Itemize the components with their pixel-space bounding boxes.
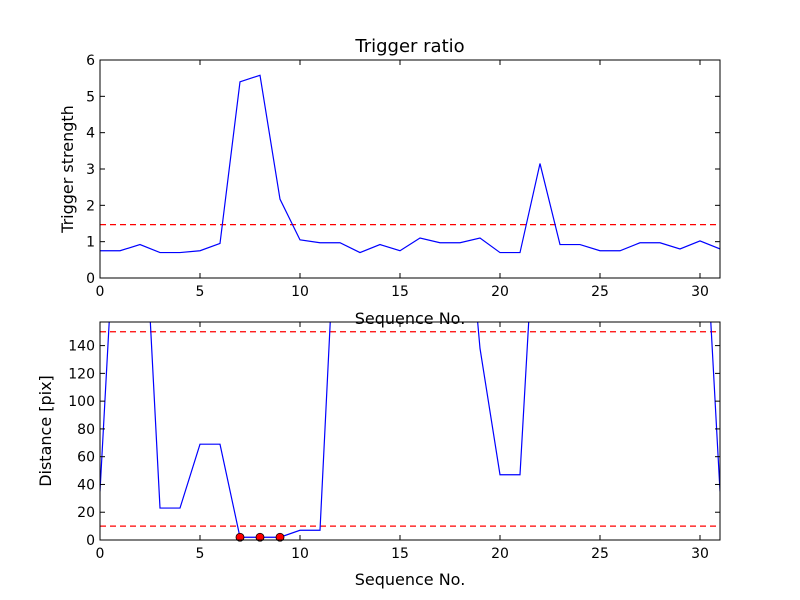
bottom-x-tick-label-0: 0 <box>96 546 105 562</box>
bottom-marker-2 <box>275 532 285 542</box>
bottom-marker-1 <box>255 532 265 542</box>
top-x-tick-label-30: 30 <box>691 284 709 300</box>
top-y-tick-label-0: 0 <box>86 271 95 287</box>
bottom-panel: Distance [pix] Sequence No. 0 5 10 15 20 25 30… <box>36 321 721 589</box>
bottom-plot-area: 0 5 10 15 20 25 30 0 20 40 60 80 100 120 140 <box>68 321 721 562</box>
top-x-axis-label: Sequence No. <box>355 309 466 328</box>
top-frame <box>99 59 721 279</box>
top-x-tick-label-25: 25 <box>591 284 609 300</box>
bottom-y-tick-label-100: 100 <box>68 394 95 410</box>
top-x-tick-label-10: 10 <box>291 284 309 300</box>
bottom-x-tick-label-25: 25 <box>591 546 609 562</box>
top-y-axis-label: Trigger strength <box>58 105 77 234</box>
top-x-tick-label-0: 0 <box>96 284 105 300</box>
bottom-series-line-0 <box>100 322 720 538</box>
top-x-tick-label-5: 5 <box>196 284 205 300</box>
bottom-y-tick-label-60: 60 <box>77 450 95 466</box>
bottom-y-tick-label-120: 120 <box>68 366 95 382</box>
bottom-x-tick-label-30: 30 <box>691 546 709 562</box>
top-series-line-0 <box>100 74 720 254</box>
bottom-y-tick-label-20: 20 <box>77 505 95 521</box>
bottom-x-axis-label: Sequence No. <box>355 570 466 589</box>
top-plot-area: 0 5 10 15 20 25 30 0 1 2 3 4 5 6 <box>86 53 721 300</box>
top-y-tick-label-3: 3 <box>86 162 95 178</box>
bottom-x-tick-label-5: 5 <box>196 546 205 562</box>
bottom-frame <box>99 321 721 541</box>
bottom-y-tick-label-80: 80 <box>77 422 95 438</box>
bottom-x-tick-label-15: 15 <box>391 546 409 562</box>
bottom-marker-0 <box>235 532 245 542</box>
top-x-tick-label-15: 15 <box>391 284 409 300</box>
top-y-tick-label-6: 6 <box>86 53 95 69</box>
bottom-y-tick-label-140: 140 <box>68 339 95 355</box>
top-y-tick-label-4: 4 <box>86 126 95 142</box>
bottom-x-tick-label-10: 10 <box>291 546 309 562</box>
bottom-y-axis-label: Distance [pix] <box>36 375 55 487</box>
bottom-y-tick-label-0: 0 <box>86 533 95 549</box>
top-y-tick-label-2: 2 <box>86 198 95 214</box>
bottom-y-tick-label-40: 40 <box>77 477 95 493</box>
top-y-tick-label-1: 1 <box>86 235 95 251</box>
top-chart-title: Trigger ratio <box>354 36 464 57</box>
top-y-tick-label-5: 5 <box>86 89 95 105</box>
top-x-tick-label-20: 20 <box>491 284 509 300</box>
top-panel: Trigger ratio Trigger strength Sequence … <box>58 36 721 328</box>
bottom-x-tick-label-20: 20 <box>491 546 509 562</box>
